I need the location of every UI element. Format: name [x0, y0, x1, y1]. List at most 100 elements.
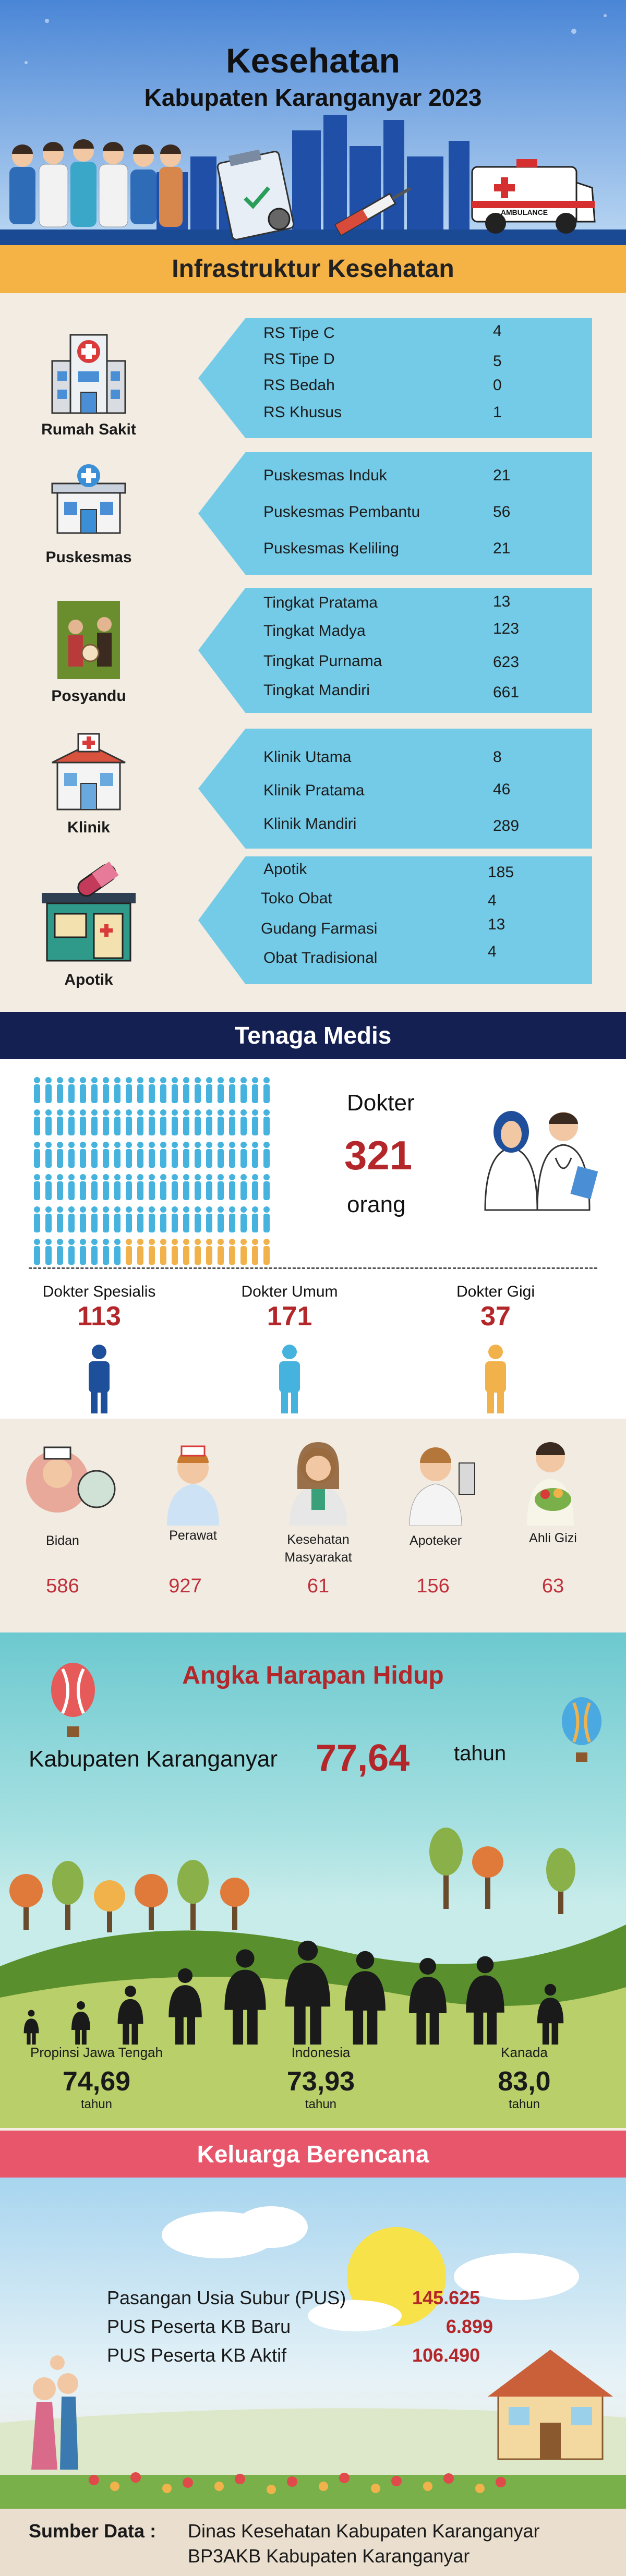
ahh-section: Angka Harapan Hidup Kabupaten Karanganya… — [0, 1632, 626, 2128]
item-value: 185 — [488, 864, 514, 881]
footer-label: Sumber Data : — [29, 2520, 156, 2542]
staff-illustrations — [26, 1442, 574, 1526]
person-icon — [206, 1142, 212, 1168]
person-icon — [252, 1109, 258, 1135]
person-icon — [114, 1109, 121, 1135]
person-icon — [91, 1077, 98, 1103]
person-icon — [183, 1142, 189, 1168]
landscape-illustration — [0, 1663, 626, 2128]
person-icon — [57, 1206, 63, 1232]
dokter-gigi-block: Dokter Gigi 37 — [430, 1283, 561, 1332]
klinik-block: Klinik — [29, 731, 149, 846]
person-icon — [68, 1077, 75, 1103]
staff-value: 927 — [168, 1575, 202, 1597]
person-icon — [240, 1239, 247, 1265]
person-silhouette-icon — [285, 1940, 331, 2045]
posyandu-block: Posyandu — [29, 596, 149, 716]
person-icon — [57, 1174, 63, 1200]
item-value: 21 — [493, 467, 511, 484]
hospital-icon — [51, 334, 126, 414]
person-icon — [91, 1109, 98, 1135]
person-icon — [252, 1077, 258, 1103]
doctor-type-figures — [89, 1345, 506, 1413]
person-icon — [263, 1206, 270, 1232]
person-icon — [91, 1174, 98, 1200]
person-icon — [149, 1239, 155, 1265]
person-icon — [172, 1109, 178, 1135]
ahh-main-unit: tahun — [454, 1742, 507, 1765]
header-hero: AMBULANCE Kesehatan Kabupaten Karanganya… — [0, 0, 626, 245]
item-label: RS Tipe C — [263, 324, 335, 342]
category-name: Posyandu — [51, 687, 126, 705]
person-icon — [34, 1206, 40, 1232]
kb-item-label: PUS Peserta KB Baru — [107, 2316, 291, 2337]
staff-label: Kesehatan Masyarakat — [284, 1532, 352, 1565]
person-icon — [206, 1206, 212, 1232]
staff-value: 63 — [541, 1575, 564, 1597]
kb-item-label: Pasangan Usia Subur (PUS) — [107, 2287, 346, 2308]
kb-illustration — [0, 2206, 626, 2509]
person-icon — [195, 1077, 201, 1103]
person-icon — [149, 1109, 155, 1135]
person-icon — [103, 1206, 109, 1232]
doctor-type-value: 37 — [480, 1301, 511, 1332]
kb-item-label: PUS Peserta KB Aktif — [107, 2344, 287, 2366]
person-icon — [183, 1174, 189, 1200]
person-icon — [252, 1206, 258, 1232]
kesehatan-masyarakat-icon — [290, 1442, 347, 1526]
person-icon — [160, 1174, 166, 1200]
item-label: Klinik Pratama — [263, 782, 365, 799]
item-label: Tingkat Madya — [263, 622, 366, 639]
person-icon — [68, 1174, 75, 1200]
person-icon — [252, 1239, 258, 1265]
ahh-compare-indonesia: Indonesia 73,93 tahun — [240, 2045, 402, 2112]
compare-unit: tahun — [508, 2097, 540, 2111]
person-icon — [68, 1109, 75, 1135]
ahh-main-label: Kabupaten Karanganyar — [29, 1746, 278, 1772]
person-icon — [183, 1109, 189, 1135]
person-silhouette-icon — [23, 2010, 39, 2045]
footer-source: BP3AKB Kabupaten Karanganyar — [188, 2545, 470, 2567]
doctor-type-value: 113 — [77, 1301, 121, 1332]
house-icon — [488, 2350, 613, 2460]
person-icon — [149, 1142, 155, 1168]
doctor-type-label: Dokter Gigi — [456, 1283, 535, 1300]
person-icon — [229, 1109, 235, 1135]
dokter-unit: orang — [347, 1192, 406, 1217]
doctor-type-label: Dokter Umum — [241, 1283, 338, 1300]
person-icon — [229, 1142, 235, 1168]
person-icon — [80, 1077, 86, 1103]
compare-unit: tahun — [305, 2097, 337, 2111]
item-value: 1 — [493, 404, 502, 421]
person-icon — [34, 1077, 40, 1103]
clinic-icon — [52, 733, 126, 811]
person-icon — [80, 1174, 86, 1200]
person-icon — [252, 1174, 258, 1200]
medis-heading: Tenaga Medis — [0, 1012, 626, 1059]
kb-item-value: 106.490 — [412, 2344, 480, 2366]
person-icon — [34, 1142, 40, 1168]
bidan-icon — [26, 1446, 116, 1513]
person-icon — [183, 1077, 189, 1103]
item-label: RS Tipe D — [263, 350, 335, 368]
person-icon — [218, 1174, 224, 1200]
compare-value: 73,93 — [286, 2066, 355, 2097]
dokter-spesialis-block: Dokter Spesialis 113 — [34, 1283, 164, 1332]
doctor-figure-icon — [279, 1345, 300, 1413]
person-icon — [240, 1206, 247, 1232]
dokter-umum-block: Dokter Umum 171 — [224, 1283, 355, 1332]
kb-section: Pasangan Usia Subur (PUS) 145.625 PUS Pe… — [0, 2178, 626, 2509]
footer: Sumber Data : Dinas Kesehatan Kabupaten … — [0, 2509, 626, 2576]
ahh-main-value: 77,64 — [316, 1737, 410, 1779]
apotik-block: Apotik — [29, 861, 149, 997]
person-icon — [240, 1109, 247, 1135]
puskesmas-icon — [51, 464, 126, 534]
person-icon — [252, 1142, 258, 1168]
person-silhouette-icon — [168, 1968, 202, 2045]
person-icon — [114, 1174, 121, 1200]
compare-value: 74,69 — [62, 2066, 131, 2097]
item-value: 21 — [493, 540, 511, 557]
person-icon — [183, 1239, 189, 1265]
divider — [29, 1267, 597, 1269]
